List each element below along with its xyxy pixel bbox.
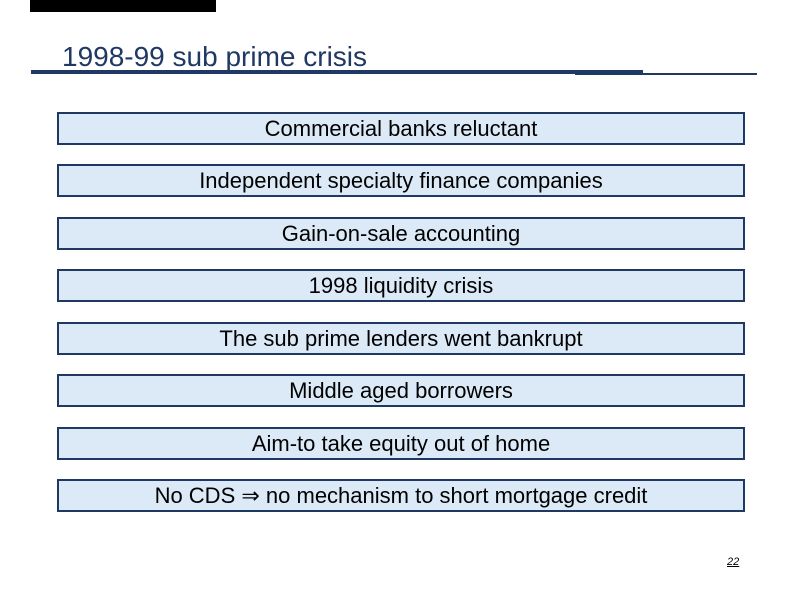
process-box: The sub prime lenders went bankrupt xyxy=(57,322,745,355)
process-box: 1998 liquidity crisis xyxy=(57,269,745,302)
box-label: No CDS ⇒ no mechanism to short mortgage … xyxy=(154,482,648,508)
title-underline-segment xyxy=(575,72,757,76)
process-box: Independent specialty finance companies xyxy=(57,164,745,197)
process-box: Gain-on-sale accounting xyxy=(57,217,745,250)
page-number: 22 xyxy=(727,556,740,568)
slide-title: 1998-99 sub prime crisis xyxy=(62,41,368,72)
process-box: Commercial banks reluctant xyxy=(57,112,745,145)
box-label: Aim-to take equity out of home xyxy=(251,430,551,456)
process-box: No CDS ⇒ no mechanism to short mortgage … xyxy=(57,479,745,512)
process-box: Middle aged borrowers xyxy=(57,374,745,407)
box-label: Middle aged borrowers xyxy=(289,377,513,403)
box-label: Gain-on-sale accounting xyxy=(281,220,521,246)
top-accent-bar xyxy=(30,0,216,12)
box-label: 1998 liquidity crisis xyxy=(308,272,494,298)
box-label: Commercial banks reluctant xyxy=(264,115,538,141)
process-box: Aim-to take equity out of home xyxy=(57,427,745,460)
title-underline xyxy=(31,70,643,74)
box-label: Independent specialty finance companies xyxy=(199,167,603,193)
box-label: The sub prime lenders went bankrupt xyxy=(219,325,583,351)
